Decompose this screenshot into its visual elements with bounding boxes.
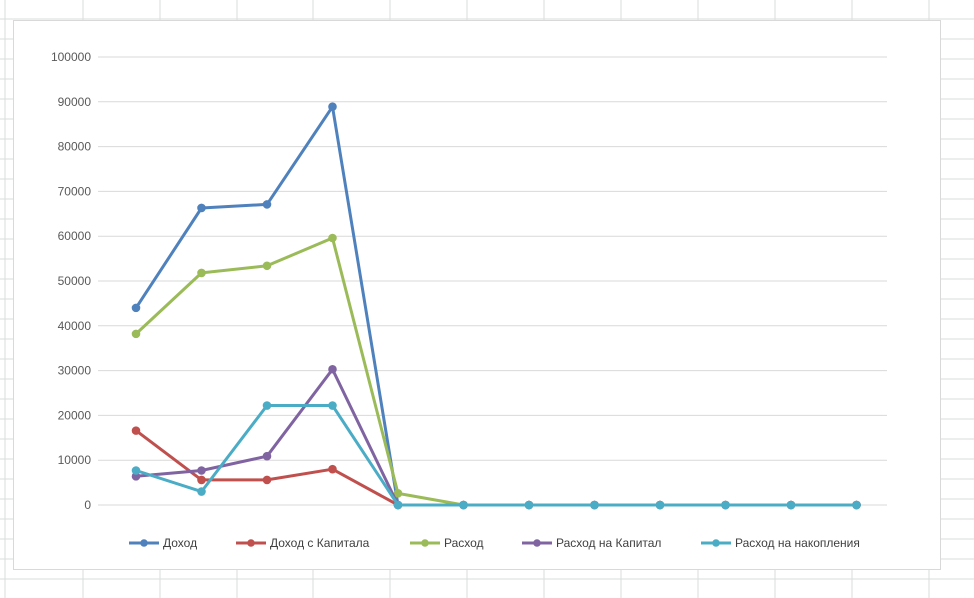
- data-point: [131, 426, 141, 435]
- data-point: [262, 451, 272, 461]
- legend-entry: Расход на Капитал: [522, 536, 661, 550]
- legend-marker: [140, 539, 148, 547]
- series-line: [134, 105, 858, 507]
- legend-label: Доход: [163, 536, 197, 550]
- data-point: [393, 489, 403, 498]
- data-point: [393, 500, 403, 510]
- data-point: [197, 268, 206, 278]
- data-point: [328, 464, 337, 474]
- chart-area[interactable]: 0 10000 20000 30000 40000 50000 60000 70000 8000…: [13, 20, 941, 570]
- legend-label: Расход на Капитал: [556, 536, 661, 550]
- series-line: [134, 429, 858, 507]
- legend-entry: Доход с Капитала: [236, 536, 370, 550]
- y-tick-label: 90000: [58, 95, 92, 109]
- data-point: [328, 364, 337, 374]
- legend-marker: [712, 539, 720, 547]
- y-tick-label: 0: [84, 498, 91, 512]
- y-tick-label: 80000: [58, 140, 92, 154]
- data-point: [197, 475, 206, 485]
- data-point: [197, 466, 206, 475]
- series-line: [134, 404, 858, 507]
- data-point: [328, 102, 337, 112]
- data-point: [655, 500, 665, 510]
- data-point: [131, 466, 141, 475]
- legend-label: Доход с Капитала: [270, 536, 370, 550]
- y-tick-label: 60000: [58, 229, 92, 243]
- data-point: [590, 500, 599, 510]
- legend-marker: [533, 539, 541, 547]
- data-point: [262, 475, 272, 485]
- legend-label: Расход: [444, 536, 484, 550]
- data-point: [852, 500, 861, 510]
- y-tick-label: 20000: [58, 408, 92, 422]
- data-point: [262, 401, 272, 410]
- data-point: [721, 500, 730, 510]
- data-point: [328, 401, 337, 410]
- data-point: [131, 329, 141, 339]
- data-point: [197, 487, 206, 496]
- y-tick-label: 70000: [58, 184, 92, 198]
- y-tick-label: 50000: [58, 274, 92, 288]
- legend-entry: Доход: [129, 536, 197, 550]
- y-tick-label: 40000: [58, 319, 92, 333]
- data-point: [197, 203, 206, 213]
- legend-label: Расход на накопления: [735, 536, 860, 550]
- line-chart: 0 10000 20000 30000 40000 50000 60000 70000 8000…: [51, 50, 887, 550]
- data-point: [524, 500, 534, 510]
- data-point: [786, 500, 796, 510]
- legend-entry: Расход: [410, 536, 484, 550]
- data-point: [262, 261, 272, 271]
- y-tick-label: 100000: [51, 50, 91, 64]
- data-point: [131, 303, 141, 313]
- y-tick-label: 30000: [58, 364, 92, 378]
- legend-entry: Расход на накопления: [701, 536, 860, 550]
- series-line: [134, 236, 858, 507]
- legend-marker: [247, 539, 255, 547]
- y-tick-label: 10000: [58, 453, 92, 467]
- data-point: [262, 200, 272, 209]
- data-point: [328, 233, 337, 243]
- legend-marker: [421, 539, 429, 547]
- data-point: [459, 500, 468, 510]
